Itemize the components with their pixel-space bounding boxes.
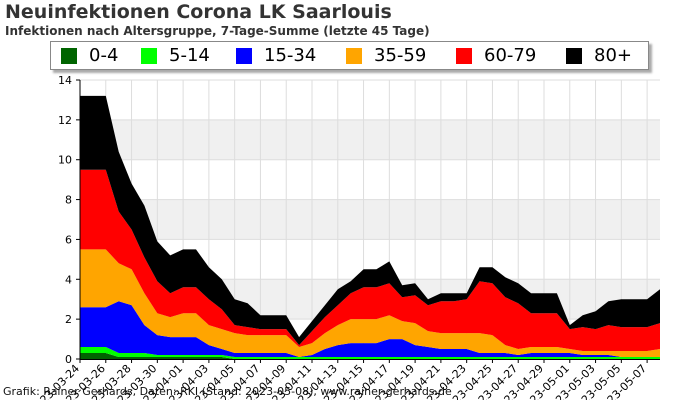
grid-band	[80, 199, 660, 240]
legend-label: 35-59	[374, 45, 427, 66]
area-series-35-59	[80, 249, 660, 357]
legend-swatch	[141, 47, 157, 64]
area-series-80	[80, 95, 660, 346]
legend-label: 80+	[594, 45, 632, 66]
y-tick-label: 14	[58, 74, 72, 87]
y-tick-label: 0	[65, 353, 72, 366]
legend: 0-4 5-14 15-34 35-59 60-79 80+	[50, 41, 649, 70]
y-tick-label: 12	[58, 114, 72, 127]
legend-label: 60-79	[484, 45, 537, 66]
legend-item-15-34: 15-34	[226, 42, 336, 69]
y-tick-label: 6	[65, 233, 72, 246]
axes	[79, 80, 660, 360]
chart-title: Neuinfektionen Corona LK Saarlouis	[5, 1, 392, 23]
y-tick-label: 8	[65, 194, 72, 207]
legend-swatch	[236, 47, 252, 64]
legend-swatch	[456, 47, 472, 64]
legend-label: 0-4	[89, 45, 119, 66]
area-series-0-4	[80, 353, 660, 359]
area-series-5-14	[80, 347, 660, 359]
legend-label: 15-34	[264, 45, 317, 66]
legend-item-60-79: 60-79	[446, 42, 556, 69]
legend-item-35-59: 35-59	[336, 42, 446, 69]
y-tick-labels: 0 2 4 6 8 10 12 14	[58, 74, 80, 366]
legend-swatch	[566, 47, 582, 64]
y-tick-label: 10	[58, 154, 72, 167]
chart-subtitle: Infektionen nach Altersgruppe, 7-Tage-Su…	[5, 24, 430, 38]
legend-swatch	[346, 47, 362, 64]
legend-swatch	[61, 47, 77, 64]
legend-item-5-14: 5-14	[131, 42, 226, 69]
stacked-areas	[80, 95, 660, 359]
legend-label: 5-14	[169, 45, 210, 66]
y-tick-label: 2	[65, 313, 72, 326]
area-series-15-34	[80, 301, 660, 357]
legend-item-0-4: 0-4	[51, 42, 131, 69]
footer-credit: Grafik: Rainer Gerhards, Daten: RKI (Sta…	[3, 385, 452, 398]
area-series-60-79	[80, 169, 660, 351]
y-tick-label: 4	[65, 273, 72, 286]
legend-item-80: 80+	[556, 42, 646, 69]
grid-band	[80, 119, 660, 160]
